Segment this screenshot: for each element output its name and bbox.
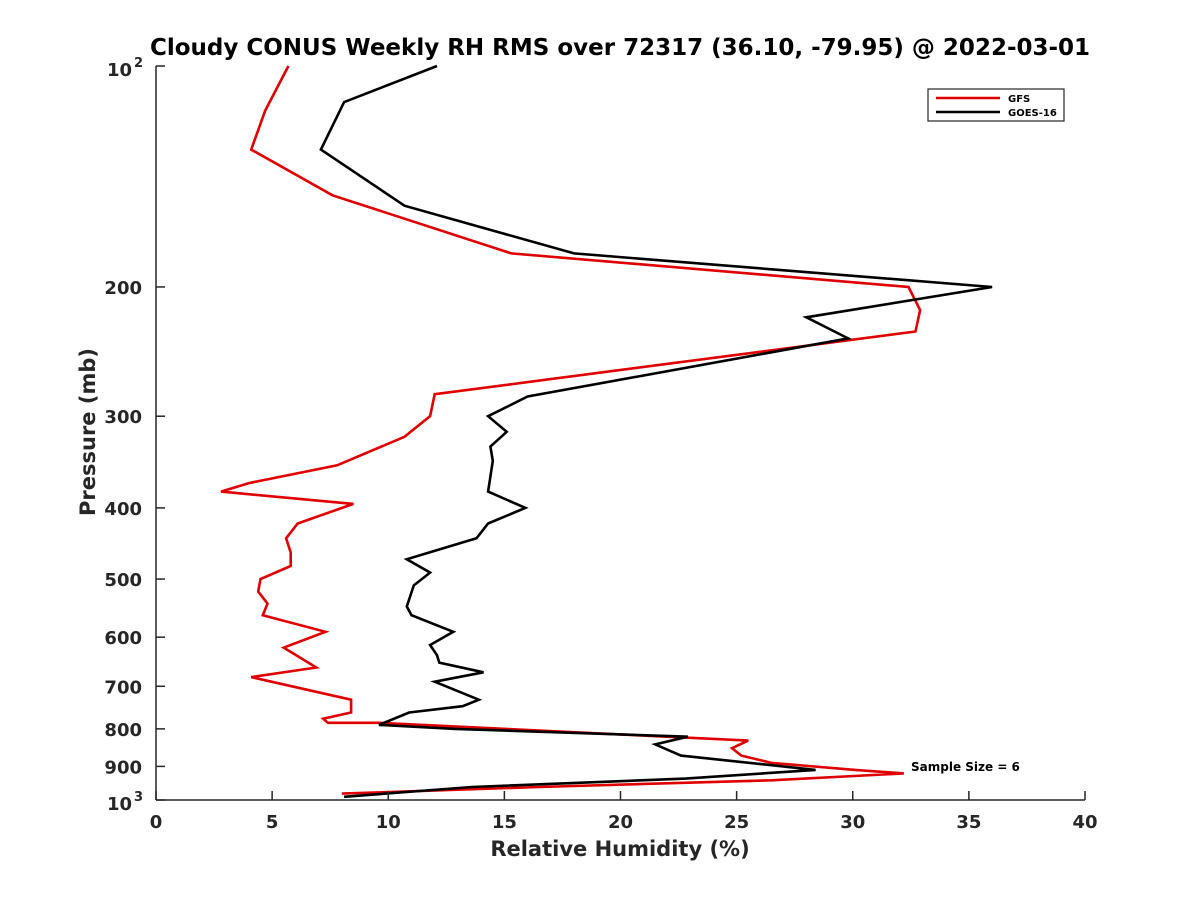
x-tick-label: 30 bbox=[840, 812, 865, 833]
y-tick-label: 200 bbox=[104, 278, 142, 299]
x-tick-label: 15 bbox=[492, 812, 517, 833]
y-tick-label: 700 bbox=[104, 677, 142, 698]
sample-size-annotation: Sample Size = 6 bbox=[911, 760, 1020, 774]
y-tick-label: 400 bbox=[104, 499, 142, 520]
chart-title: Cloudy CONUS Weekly RH RMS over 72317 (3… bbox=[150, 35, 1090, 61]
y-tick-label: 10 bbox=[107, 60, 132, 81]
x-tick-label: 0 bbox=[150, 812, 163, 833]
y-tick-label: 800 bbox=[104, 720, 142, 741]
series-line-goes-16 bbox=[319, 64, 993, 799]
legend: GFS GOES-16 bbox=[927, 88, 1065, 122]
x-axis-label: Relative Humidity (%) bbox=[490, 837, 749, 861]
y-tick-exponent: 3 bbox=[134, 790, 143, 805]
legend-box bbox=[927, 88, 1065, 122]
y-tick-label: 10 bbox=[107, 794, 132, 815]
plot-area bbox=[220, 64, 993, 799]
y-tick-exponent: 2 bbox=[134, 56, 143, 71]
y-tick-label: 500 bbox=[104, 570, 142, 591]
y-axis-label: Pressure (mb) bbox=[76, 348, 100, 516]
legend-label: GFS bbox=[1008, 94, 1030, 105]
legend-label: GOES-16 bbox=[1008, 108, 1057, 119]
series-line-gfs bbox=[220, 65, 922, 795]
x-tick-label: 35 bbox=[956, 812, 981, 833]
y-tick-label: 600 bbox=[104, 628, 142, 649]
x-tick-label: 25 bbox=[724, 812, 749, 833]
y-tick-label: 300 bbox=[104, 407, 142, 428]
x-tick-label: 20 bbox=[608, 812, 633, 833]
x-tick-label: 40 bbox=[1072, 812, 1097, 833]
x-tick-label: 5 bbox=[266, 812, 279, 833]
y-tick-label: 900 bbox=[104, 757, 142, 778]
x-tick-label: 10 bbox=[376, 812, 401, 833]
